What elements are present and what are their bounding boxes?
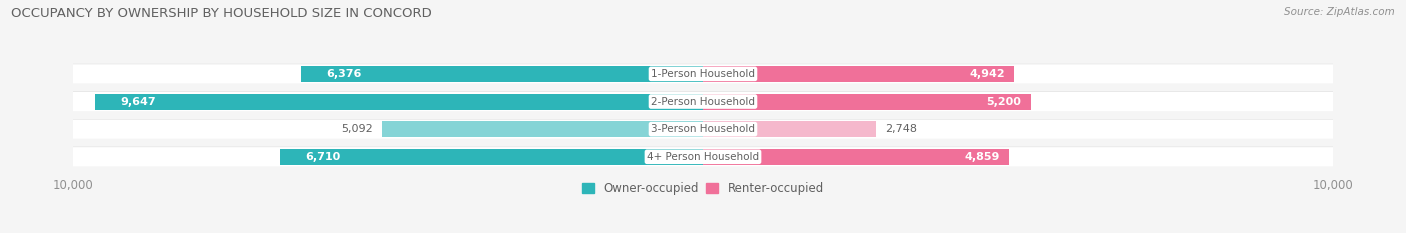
FancyBboxPatch shape <box>70 91 1336 111</box>
Text: 9,647: 9,647 <box>121 96 156 106</box>
Bar <box>703 66 1014 82</box>
Text: Source: ZipAtlas.com: Source: ZipAtlas.com <box>1284 7 1395 17</box>
FancyBboxPatch shape <box>70 120 1336 139</box>
Bar <box>301 66 703 82</box>
Text: 3-Person Household: 3-Person Household <box>651 124 755 134</box>
Text: 6,710: 6,710 <box>305 152 340 162</box>
Bar <box>280 149 703 165</box>
FancyBboxPatch shape <box>70 64 1336 84</box>
Text: 2-Person Household: 2-Person Household <box>651 96 755 106</box>
Text: 6,376: 6,376 <box>326 69 361 79</box>
Bar <box>703 121 876 137</box>
Text: 4,942: 4,942 <box>969 69 1005 79</box>
FancyBboxPatch shape <box>70 92 1336 111</box>
Text: 4+ Person Household: 4+ Person Household <box>647 152 759 162</box>
Bar <box>382 121 703 137</box>
Bar <box>703 93 1031 110</box>
FancyBboxPatch shape <box>70 64 1336 83</box>
Bar <box>703 149 1010 165</box>
Text: OCCUPANCY BY OWNERSHIP BY HOUSEHOLD SIZE IN CONCORD: OCCUPANCY BY OWNERSHIP BY HOUSEHOLD SIZE… <box>11 7 432 20</box>
Text: 1-Person Household: 1-Person Household <box>651 69 755 79</box>
FancyBboxPatch shape <box>70 147 1336 166</box>
Bar <box>96 93 703 110</box>
Legend: Owner-occupied, Renter-occupied: Owner-occupied, Renter-occupied <box>582 182 824 195</box>
Text: 5,200: 5,200 <box>986 96 1021 106</box>
Text: 2,748: 2,748 <box>886 124 918 134</box>
FancyBboxPatch shape <box>70 119 1336 138</box>
Text: 5,092: 5,092 <box>342 124 373 134</box>
FancyBboxPatch shape <box>70 147 1336 166</box>
Text: 4,859: 4,859 <box>965 152 1000 162</box>
